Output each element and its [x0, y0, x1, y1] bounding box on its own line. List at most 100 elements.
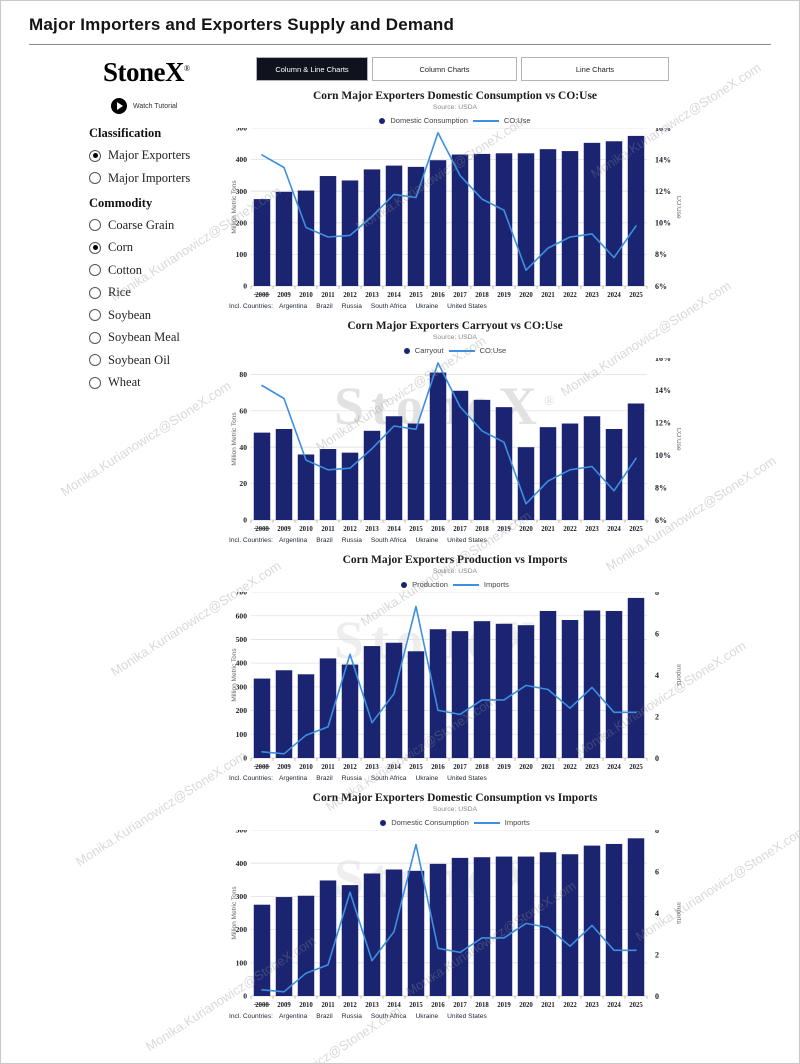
watch-tutorial-label: Watch Tutorial	[133, 102, 178, 110]
radio-icon[interactable]	[89, 172, 101, 184]
svg-text:400: 400	[236, 155, 248, 164]
commodity-option-wheat[interactable]: Wheat	[89, 375, 229, 390]
svg-text:2015: 2015	[409, 526, 423, 533]
svg-text:300: 300	[236, 682, 248, 691]
chart-title: Corn Major Exporters Production vs Impor…	[342, 554, 568, 566]
svg-text:2015: 2015	[409, 292, 423, 299]
commodity-option-rice[interactable]: Rice	[89, 285, 229, 300]
commodity-option-soybean-meal[interactable]: Soybean Meal	[89, 330, 229, 345]
svg-text:10%: 10%	[655, 451, 671, 460]
tab-line-charts[interactable]: Line Charts	[521, 57, 669, 81]
legend-label: Domestic Consumption	[390, 116, 468, 125]
legend-label: Domestic Consumption	[391, 818, 469, 827]
country-name: South Africa	[370, 1013, 407, 1020]
svg-text:14%: 14%	[655, 155, 671, 164]
svg-text:2014: 2014	[387, 764, 401, 771]
svg-text:2011: 2011	[321, 292, 335, 299]
svg-text:2025: 2025	[629, 1002, 643, 1009]
radio-icon[interactable]	[89, 331, 101, 344]
tab-column-charts[interactable]: Column Charts	[372, 57, 517, 81]
chart-plot[interactable]: 700 600 500 400 300 200 100 0 8 6 4 2 0 2008 2009 2010 2…	[229, 592, 681, 774]
legend-label: Carryout	[414, 346, 444, 355]
country-name: Argentina	[278, 1013, 308, 1020]
commodity-option-coarse-grain[interactable]: Coarse Grain	[89, 218, 229, 233]
radio-icon[interactable]	[89, 309, 101, 321]
radio-icon[interactable]	[89, 286, 101, 299]
commodity-option-label: Cotton	[108, 262, 143, 277]
svg-text:500: 500	[236, 128, 248, 133]
commodity-option-label: Wheat	[108, 375, 141, 389]
chart-source: Source: USDA	[432, 806, 478, 813]
svg-text:2017: 2017	[453, 764, 467, 771]
svg-text:2014: 2014	[387, 526, 401, 533]
watch-tutorial-button[interactable]: Watch Tutorial	[111, 98, 229, 114]
radio-icon[interactable]	[89, 219, 101, 231]
country-name: United States	[447, 303, 487, 310]
svg-text:2018: 2018	[475, 1002, 489, 1009]
commodity-option-soybean[interactable]: Soybean	[89, 308, 229, 323]
country-name: Russia	[341, 775, 362, 782]
page-title: Major Importers and Exporters Supply and…	[29, 15, 455, 34]
radio-selected-icon[interactable]	[89, 149, 101, 162]
country-name: Argentina	[278, 537, 308, 544]
svg-text:2014: 2014	[387, 292, 401, 299]
svg-text:2024: 2024	[607, 526, 621, 533]
svg-text:2012: 2012	[343, 526, 357, 533]
stonex-logo: StoneX®	[103, 57, 190, 87]
svg-text:Million Metric Tons: Million Metric Tons	[231, 648, 238, 702]
svg-text:2013: 2013	[365, 764, 379, 771]
svg-text:2017: 2017	[453, 292, 467, 299]
radio-icon[interactable]	[89, 376, 101, 389]
commodity-heading: Commodity	[89, 195, 153, 210]
svg-text:2009: 2009	[277, 526, 291, 533]
chart-type-tabs: Column & Line Charts Column Charts Line Ch…	[256, 57, 799, 81]
svg-text:20: 20	[239, 479, 247, 488]
country-name: Brazil	[316, 1013, 333, 1020]
svg-text:2025: 2025	[629, 526, 643, 533]
svg-text:2010: 2010	[299, 1002, 313, 1009]
content-area: StoneX® Watch Tutorial Classification Ma…	[1, 57, 799, 1030]
svg-text:6%: 6%	[655, 516, 667, 525]
classification-option-major-importers[interactable]: Major Importers	[89, 171, 229, 186]
svg-text:2020: 2020	[519, 526, 533, 533]
classification-heading: Classification	[89, 126, 162, 140]
svg-text:100: 100	[236, 250, 248, 259]
svg-text:2009: 2009	[277, 764, 291, 771]
svg-text:2013: 2013	[365, 1002, 379, 1009]
commodity-option-corn[interactable]: Corn	[89, 240, 229, 255]
chart-plot[interactable]: 500 400 300 200 100 0 16% 14% 12% 10% 8% 6% 2008 2009…	[229, 128, 681, 302]
tab-label: Column & Line Charts	[275, 64, 349, 74]
svg-text:12%: 12%	[655, 419, 671, 428]
legend-line-icon	[452, 583, 479, 586]
classification-group: Classification Major Exporters Major Impo…	[89, 126, 229, 186]
svg-text:10%: 10%	[655, 219, 671, 228]
svg-text:2008: 2008	[255, 1002, 269, 1009]
svg-text:2012: 2012	[343, 292, 357, 299]
radio-icon[interactable]	[89, 264, 101, 276]
legend-label: Production	[412, 580, 448, 589]
country-name: Ukraine	[415, 775, 439, 782]
svg-text:CO:Use: CO:Use	[675, 427, 681, 451]
commodity-option-soybean-oil[interactable]: Soybean Oil	[89, 353, 229, 368]
tab-column-line-charts[interactable]: Column & Line Charts	[256, 57, 368, 81]
chart-4: Corn Major Exporters Domestic Consumptio…	[229, 792, 681, 1020]
radio-selected-icon[interactable]	[89, 241, 101, 254]
radio-icon[interactable]	[89, 354, 101, 366]
svg-text:200: 200	[236, 218, 248, 227]
svg-text:2023: 2023	[585, 764, 599, 771]
svg-text:Imports: Imports	[675, 664, 681, 686]
chart-plot[interactable]: 80 60 40 20 0 16% 14% 12% 10% 8% 6% 2008 2009 2010 201…	[229, 358, 681, 536]
svg-text:2009: 2009	[277, 1002, 291, 1009]
svg-text:2022: 2022	[563, 526, 577, 533]
commodity-option-cotton[interactable]: Cotton	[89, 263, 229, 278]
chart-plot[interactable]: 500 400 300 200 100 0 8 6 4 2 0 2008 2009 2010 2011 201…	[229, 830, 681, 1012]
svg-text:200: 200	[236, 925, 248, 934]
commodity-option-label: Corn	[108, 240, 133, 254]
chart-2: Corn Major Exporters Carryout vs CO:Use S…	[229, 320, 681, 544]
svg-text:2020: 2020	[519, 292, 533, 299]
country-name: South Africa	[370, 537, 407, 544]
svg-text:40: 40	[239, 443, 247, 452]
svg-text:80: 80	[239, 370, 247, 379]
svg-text:2012: 2012	[343, 764, 357, 771]
classification-option-major-exporters[interactable]: Major Exporters	[89, 148, 229, 163]
